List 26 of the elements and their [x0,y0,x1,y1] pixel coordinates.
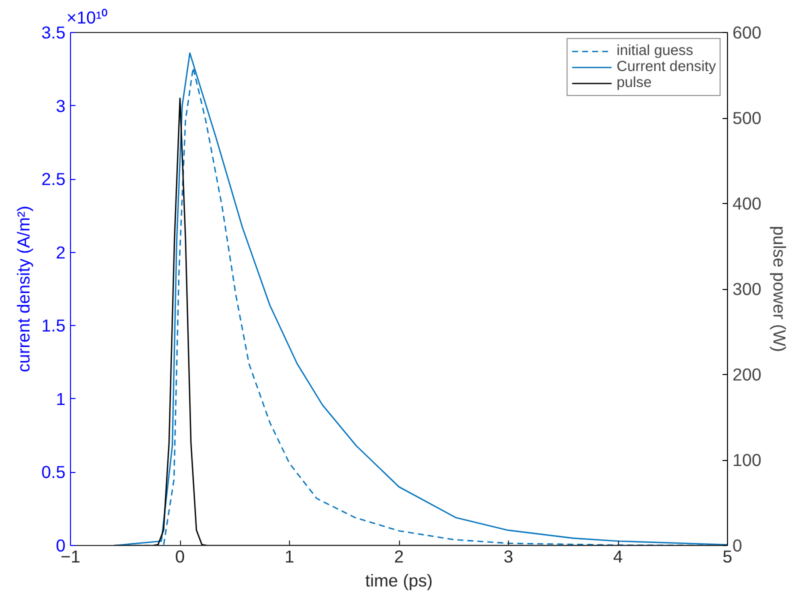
x-tick-label: 4 [613,546,624,566]
x-tick-label: 5 [722,546,732,566]
x-tick-label: 2 [394,546,404,566]
y2-tick-label: 300 [732,279,762,299]
text: ×10¹⁰ [66,8,108,28]
y2-tick-label: 200 [732,364,762,384]
y-tick-label: 1 [56,388,66,409]
x-tick-label: 0 [175,546,185,566]
y-tick-label: 2.5 [41,169,66,190]
legend-label: initial guess [616,43,694,59]
x-tick-label: 1 [284,546,294,566]
legend-label: pulse [616,75,652,91]
x-axis-title: time (ps) [365,570,433,590]
y2-axis-title: pulse power (W) [769,226,790,352]
y2-tick-label: 600 [732,22,762,42]
y-tick-label: 0.5 [41,462,66,482]
y2-tick-label: 100 [732,450,762,470]
legend-label: Current density [616,59,716,75]
y-tick-label: 3.5 [41,22,66,42]
x-tick-label: 3 [504,546,514,566]
y-axis-title: current density (A/m²) [13,206,34,372]
y-tick-label: 3 [56,96,66,116]
y-tick-label: 2 [56,242,66,262]
y2-tick-label: 500 [732,108,762,128]
y2-tick-label: 400 [732,194,762,214]
y-tick-label: 1.5 [41,316,66,336]
